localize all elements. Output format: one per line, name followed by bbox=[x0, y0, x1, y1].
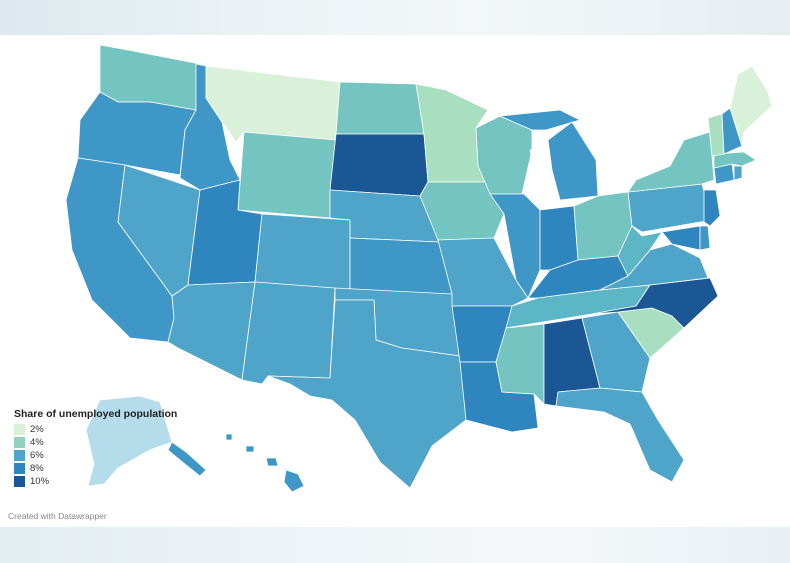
state-delaware[interactable] bbox=[699, 225, 711, 251]
legend-label: 4% bbox=[30, 437, 44, 448]
legend-item-8: 8% bbox=[14, 462, 177, 475]
state-wyoming[interactable] bbox=[237, 131, 337, 219]
state-missouri[interactable] bbox=[437, 237, 529, 307]
state-hawaii-oahu[interactable] bbox=[245, 445, 255, 453]
legend-swatch bbox=[14, 437, 25, 448]
state-rhode-island[interactable] bbox=[733, 165, 743, 181]
state-north-carolina[interactable] bbox=[591, 277, 719, 329]
legend-swatch bbox=[14, 424, 25, 435]
state-hawaii-maui[interactable] bbox=[265, 457, 279, 467]
map-container: Share of unemployed population 2% 4% 6% … bbox=[0, 35, 790, 527]
legend-title: Share of unemployed population bbox=[14, 408, 178, 420]
state-new-jersey[interactable] bbox=[703, 189, 721, 227]
state-arizona[interactable] bbox=[167, 281, 256, 381]
state-maine[interactable] bbox=[729, 65, 773, 147]
state-hawaii-kauai[interactable] bbox=[225, 433, 233, 441]
state-new-york[interactable] bbox=[627, 131, 715, 193]
legend-label: 10% bbox=[30, 476, 50, 487]
state-south-dakota[interactable] bbox=[329, 133, 429, 197]
state-pennsylvania[interactable] bbox=[627, 183, 713, 233]
legend-item-6: 6% bbox=[14, 449, 177, 462]
state-georgia[interactable] bbox=[581, 311, 651, 393]
state-colorado[interactable] bbox=[254, 213, 351, 291]
legend-item-10: 10% bbox=[14, 475, 177, 488]
state-illinois[interactable] bbox=[489, 193, 541, 299]
legend-swatch bbox=[14, 463, 25, 474]
state-montana[interactable] bbox=[205, 65, 341, 143]
legend-item-4: 4% bbox=[14, 436, 177, 449]
legend-label: 2% bbox=[30, 424, 44, 435]
state-kansas[interactable] bbox=[349, 237, 453, 295]
legend-swatch bbox=[14, 476, 25, 487]
bottom-background-band bbox=[0, 527, 790, 563]
credit-text: Created with Datawrapper bbox=[8, 511, 107, 521]
state-florida[interactable] bbox=[555, 387, 685, 483]
state-indiana[interactable] bbox=[539, 205, 579, 271]
alaska-panhandle[interactable] bbox=[167, 441, 207, 477]
legend-item-2: 2% bbox=[14, 423, 177, 436]
state-new-mexico[interactable] bbox=[241, 281, 336, 385]
state-michigan[interactable] bbox=[547, 121, 599, 201]
state-texas[interactable] bbox=[267, 299, 467, 489]
state-alaska[interactable] bbox=[85, 395, 173, 487]
legend-label: 6% bbox=[30, 450, 44, 461]
legend-swatch bbox=[14, 450, 25, 461]
state-north-dakota[interactable] bbox=[335, 81, 425, 135]
state-massachusetts[interactable] bbox=[713, 151, 757, 169]
great-lakes-water bbox=[530, 138, 548, 196]
top-background-band bbox=[0, 0, 790, 35]
state-michigan-upper[interactable] bbox=[499, 109, 581, 131]
us-choropleth-map bbox=[65, 44, 773, 493]
legend: Share of unemployed population 2% 4% 6% … bbox=[14, 408, 177, 488]
legend-label: 8% bbox=[30, 463, 44, 474]
state-hawaii-main[interactable] bbox=[283, 469, 305, 493]
